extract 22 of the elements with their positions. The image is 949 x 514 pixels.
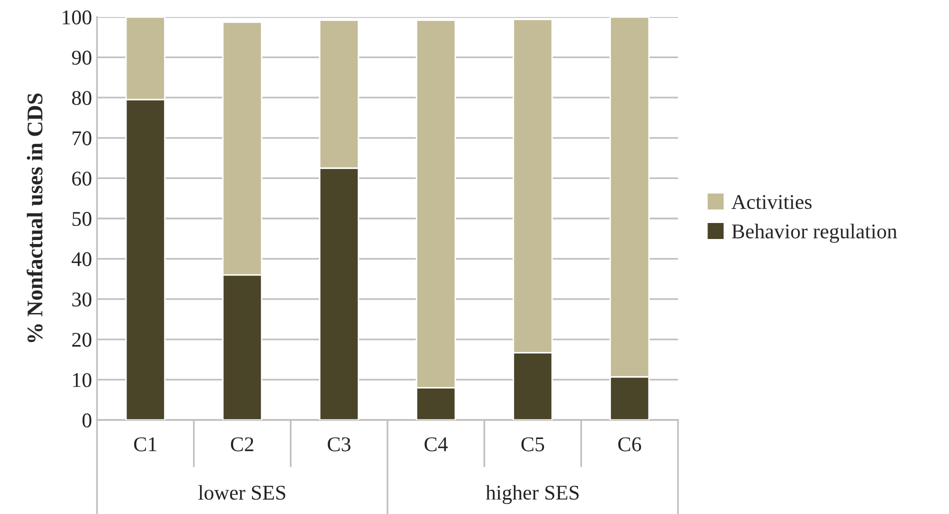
legend-label: Activities	[731, 195, 812, 210]
text: lower SES	[198, 485, 286, 500]
y-tick-label: 100	[62, 10, 92, 24]
y-tick-label: 20	[72, 332, 92, 347]
y-tick-label: 60	[72, 172, 92, 186]
x-tick-label: C5	[521, 437, 544, 452]
x-tick-label: C2	[230, 437, 254, 452]
x-tick-label: C4	[424, 437, 448, 452]
y-tick-label: 80	[72, 90, 92, 106]
x-tick-label: C6	[618, 437, 642, 452]
y-axis-title: % Nonfactual uses in CDS	[26, 93, 43, 342]
y-tick-label: 50	[72, 212, 92, 226]
legend-label: Behavior regulation	[732, 224, 898, 243]
y-tick-label: 0	[82, 413, 92, 428]
x-tick-label: C3	[328, 437, 350, 452]
y-tick-label: 10	[73, 373, 92, 388]
text: higher SES	[486, 485, 579, 504]
x-tick-label: C1	[134, 437, 156, 452]
y-tick-label: 30	[72, 292, 92, 307]
y-tick-label: 70	[72, 131, 92, 146]
y-tick-label: 40	[72, 252, 92, 266]
y-tick-label: 90	[72, 50, 92, 65]
